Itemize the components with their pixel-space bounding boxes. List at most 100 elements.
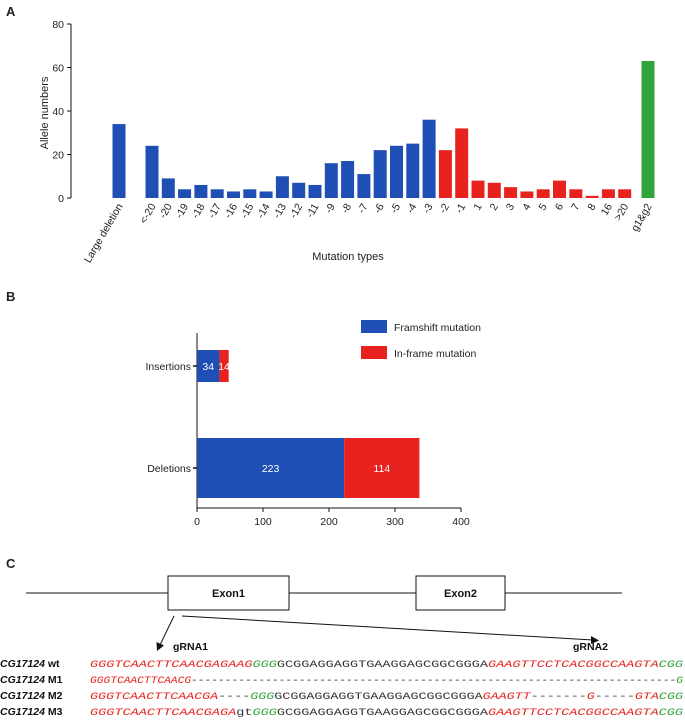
chart-a-ylabel: Allele numbers <box>39 76 51 149</box>
chart-b-xtick-label: 400 <box>452 516 470 528</box>
chart-a-xtick-label: -1 <box>453 201 468 215</box>
chart-a-bar <box>471 180 485 198</box>
chart-a-bar <box>536 189 550 198</box>
chart-a-bar <box>438 150 452 198</box>
legend-swatch-inframe <box>361 346 387 359</box>
chart-a-xtick-label: -11 <box>304 201 322 220</box>
sequence-name-wt: CG17124 wt <box>0 658 60 670</box>
chart-a-bar <box>308 184 322 198</box>
chart-b-ytick-label: Deletions <box>147 463 191 475</box>
chart-a-xtick-label: -3 <box>421 201 436 215</box>
chart-a-ytick-label: 20 <box>52 150 64 162</box>
grna2-label: gRNA2 <box>573 641 608 653</box>
chart-a-bar <box>422 119 436 198</box>
chart-b-bar-segment <box>197 438 345 498</box>
chart-a-xtick-label: -8 <box>339 201 354 215</box>
sequence-name-m3: CG17124 M3 <box>0 706 63 718</box>
chart-a-xtick-label: -6 <box>372 201 387 215</box>
chart-a-xtick-label: g1&g2 <box>629 201 655 233</box>
chart-a-bar <box>275 176 289 198</box>
chart-a-bar <box>341 161 355 198</box>
grna1-arrow <box>159 615 175 646</box>
gene-diagram: Exon1 Exon2 gRNA1 gRNA2 <box>26 575 622 653</box>
exon1-label: Exon1 <box>212 588 245 600</box>
chart-a-bar <box>292 182 306 198</box>
chart-a-bar <box>210 189 224 198</box>
grna1-label: gRNA1 <box>173 641 208 653</box>
chart-b-xtick-label: 100 <box>254 516 272 528</box>
chart-a-xtick-label: 4 <box>520 201 533 212</box>
sequence-name-m2: CG17124 M2 <box>0 690 63 702</box>
grna1-arrowhead-icon <box>156 642 164 651</box>
legend-label-framshift: Framshift mutation <box>394 322 481 334</box>
chart-a-xtick-label: Large deletion <box>82 201 126 265</box>
chart-a-bar <box>357 174 371 198</box>
chart-a-bar <box>161 178 175 198</box>
chart-b-data-label: 34 <box>202 361 214 373</box>
sequence-name-m1: CG17124 M1 <box>0 674 63 686</box>
chart-a-bar <box>227 191 240 198</box>
legend-swatch-framshift <box>361 320 387 333</box>
chart-a-xtick-label: 1 <box>471 201 484 212</box>
grna2-arrow <box>181 615 594 641</box>
chart-a-bar <box>585 195 599 198</box>
chart-a-ytick-label: 60 <box>52 63 64 75</box>
chart-a-bar <box>553 180 566 198</box>
chart-a-xtick-label: 16 <box>599 201 615 217</box>
chart-b-xtick-label: 200 <box>320 516 338 528</box>
chart-a-bar <box>324 163 338 198</box>
chart-a-xtick-label: -4 <box>404 201 419 215</box>
chart-a-xtick-label: 8 <box>585 201 598 212</box>
chart-a-bar <box>504 187 518 198</box>
chart-a-bar <box>569 189 583 198</box>
chart-a-bar <box>520 191 534 198</box>
chart-a-xtick-label: 7 <box>569 201 582 212</box>
chart-a-xtick-label: -5 <box>388 201 403 215</box>
chart-a-bar <box>178 189 192 198</box>
exon2-box <box>415 575 506 611</box>
panel-label-a: A <box>6 4 16 19</box>
chart-a-xtick-label: -15 <box>238 201 256 220</box>
chart-b-insertions-deletions: 34 14 223 114 0 100 200 300 400 Insertions Deleti… <box>145 320 481 528</box>
sequence-m3: GGGTCAACTTCAACGAGA gt GGG GCGGAGGAGGTGAAGGA… <box>90 708 683 719</box>
chart-b-bar-segment <box>219 350 229 382</box>
panel-label-c: C <box>6 556 16 571</box>
chart-b-data-label: 14 <box>218 361 230 373</box>
panel-label-b: B <box>6 289 15 304</box>
chart-a-bar <box>259 191 273 198</box>
chart-a-ytick-label: 0 <box>58 193 64 205</box>
chart-a-xtick-label: -17 <box>206 201 224 220</box>
chart-a-xtick-label: -9 <box>323 201 338 215</box>
chart-a-ytick-label: 80 <box>52 19 64 31</box>
chart-a-bar <box>145 145 159 198</box>
chart-b-bar-segment <box>197 350 220 382</box>
sequence-wt: GGGTCAACTTCAACGAGAAG GGG GCGGAGGAGGTGAAGGA… <box>90 660 683 671</box>
chart-b-legend: Framshift mutation In-frame mutation <box>361 320 481 360</box>
exon1-box <box>167 575 290 611</box>
chart-a-bar <box>618 189 632 198</box>
chart-a-mutation-types: Allele numbers Mutation types 020406080 … <box>39 19 655 265</box>
chart-a-xtick-label: -2 <box>437 201 452 215</box>
legend-label-inframe: In-frame mutation <box>394 348 476 360</box>
chart-b-data-label: 223 <box>262 463 280 475</box>
chart-a-bar <box>455 128 469 198</box>
chart-a-xtick-label: -7 <box>355 201 370 215</box>
chart-a-xtick-label: -14 <box>255 201 273 220</box>
chart-a-xlabel: Mutation types <box>312 251 384 263</box>
sequence-m2: GGGTCAACTTCAACGA ---- GGG GCGGAGGAGGTGAAGGA… <box>90 692 683 703</box>
chart-a-bar <box>487 182 501 198</box>
chart-a-xtick-label: -20 <box>157 201 175 220</box>
chart-b-data-label: 114 <box>373 463 390 475</box>
chart-a-bar <box>601 189 615 198</box>
chart-a-xtick-label: -12 <box>287 201 305 220</box>
chart-a-bar <box>390 145 403 198</box>
grna2-arrowhead-icon <box>591 636 599 644</box>
sequence-m1: GGGTCAACTTCAACG -------------------------… <box>90 676 683 687</box>
chart-a-xtick-label: -19 <box>173 201 191 220</box>
chart-a-bar <box>243 189 257 198</box>
chart-a-bar <box>641 60 655 198</box>
chart-a-bar <box>406 143 420 198</box>
chart-a-xtick-label: <-20 <box>138 201 159 226</box>
chart-a-xtick-label: -13 <box>271 201 289 220</box>
